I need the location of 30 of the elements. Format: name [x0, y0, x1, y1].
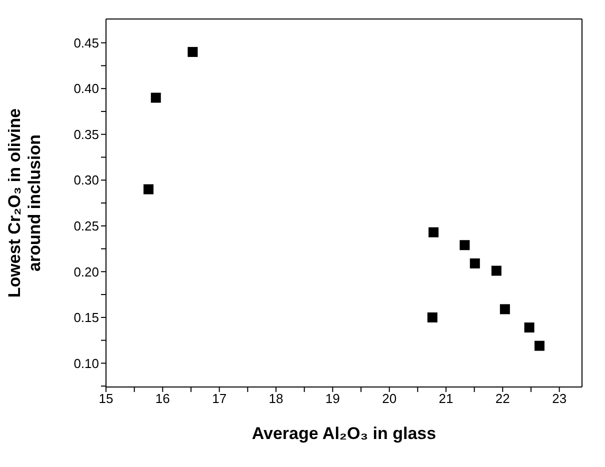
point [150, 92, 161, 103]
point [491, 266, 502, 276]
point [470, 258, 480, 268]
point [188, 46, 198, 57]
y-tick-label: 0.30 [74, 172, 99, 188]
x-tick-label: 21 [438, 391, 454, 406]
y-tick-label: 0.35 [74, 126, 99, 142]
point [534, 340, 544, 351]
y-axis-title: Lowest Cr₂O₃ in olivine around inclusion [5, 108, 44, 298]
point [460, 240, 470, 250]
x-tick-label: 20 [382, 391, 397, 406]
point [427, 312, 438, 322]
x-tick-label: 23 [552, 391, 567, 406]
x-tick-label: 16 [155, 391, 170, 406]
x-tick-label: 17 [212, 391, 227, 406]
y-tick-label: 0.45 [74, 35, 99, 50]
point [500, 304, 510, 314]
y-tick-label: 0.15 [74, 310, 99, 326]
y-tick-label: 0.40 [74, 81, 99, 96]
y-tick-label: 0.20 [74, 264, 99, 280]
x-tick-label: 15 [98, 391, 114, 406]
x-tick-label: 22 [495, 391, 510, 406]
y-tick-label: 0.10 [74, 356, 99, 371]
x-tick-label: 19 [325, 391, 340, 406]
x-axis-title: Average Al₂O₃ in glass [252, 424, 436, 443]
point [144, 184, 154, 194]
point [524, 322, 534, 332]
x-tick-label: 18 [268, 391, 284, 406]
point [428, 227, 439, 238]
y-tick-label: 0.25 [74, 218, 99, 234]
